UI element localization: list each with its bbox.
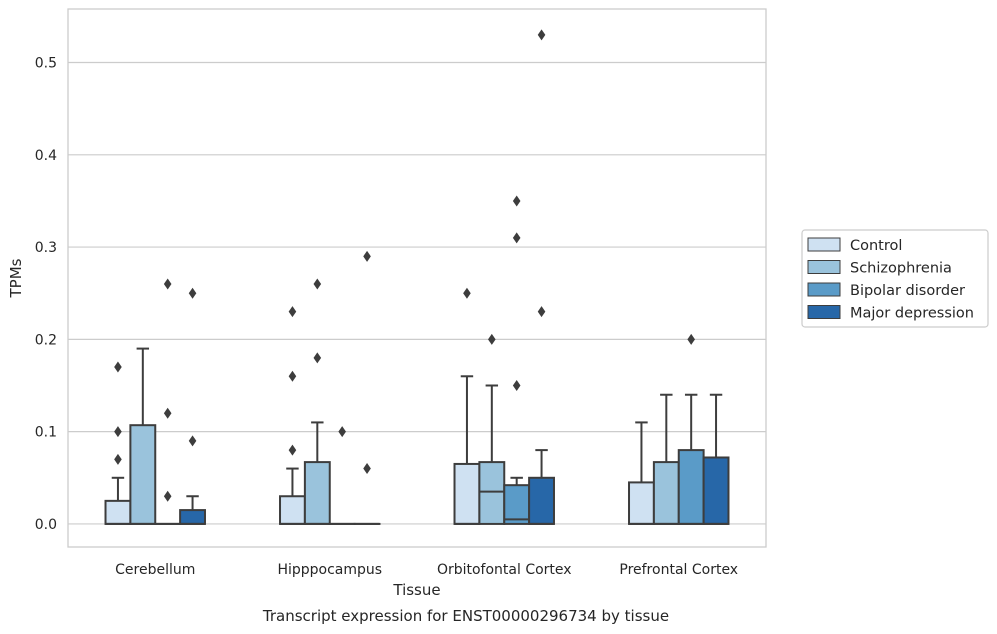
outlier-point — [512, 232, 521, 244]
box — [303, 461, 331, 525]
box — [677, 449, 705, 525]
outlier-point — [687, 333, 695, 345]
x-tick-label: Cerebellum — [115, 562, 195, 578]
y-tick-label: 0.1 — [35, 425, 57, 441]
y-axis-ticks: 0.0 0.1 0.2 0.3 0.4 0.5 — [35, 56, 57, 533]
plot-area-frame — [67, 8, 767, 548]
outlier-point — [363, 250, 371, 262]
y-tick-label: 0.4 — [35, 148, 57, 164]
outlier-point — [163, 278, 172, 290]
x-tick-label: Prefrontal Cortex — [619, 562, 738, 578]
box — [478, 461, 506, 525]
legend-swatch — [807, 305, 841, 319]
outlier-point — [288, 444, 297, 456]
y-gridlines — [68, 61, 766, 525]
outlier-point — [537, 29, 546, 41]
legend-swatch — [807, 282, 841, 297]
outlier-point — [338, 426, 346, 438]
outlier-point — [363, 463, 371, 475]
outlier-point — [114, 453, 122, 465]
box — [652, 461, 680, 525]
category-group — [628, 333, 730, 525]
outlier-point — [313, 278, 322, 290]
x-tick-label: Orbitofontal Cortex — [437, 562, 572, 578]
outlier-point — [512, 195, 521, 207]
chart-caption: Transcript expression for ENST0000029673… — [262, 607, 669, 625]
outlier-point — [288, 306, 297, 318]
x-axis-ticks: Cerebellum Hipppocampus Orbitofontal Corte… — [115, 562, 738, 578]
legend-label: Control — [850, 238, 902, 254]
outlier-point — [163, 490, 172, 502]
box — [503, 484, 531, 525]
box — [453, 462, 481, 525]
outlier-point — [463, 287, 471, 299]
y-tick-label: 0.5 — [35, 56, 57, 72]
outlier-point — [163, 407, 172, 419]
y-tick-label: 0.0 — [35, 517, 57, 533]
outlier-point — [537, 306, 546, 318]
box — [702, 456, 730, 525]
outlier-point — [188, 287, 197, 299]
outlier-point — [313, 352, 322, 364]
legend-frame — [801, 229, 989, 328]
category-group — [279, 250, 381, 525]
box — [129, 424, 157, 525]
box — [528, 476, 555, 525]
outlier-point — [114, 361, 122, 373]
box — [179, 509, 206, 525]
outlier-point — [188, 435, 197, 447]
outlier-point — [512, 380, 521, 392]
y-tick-label: 0.3 — [35, 240, 57, 256]
y-axis-title: TPMs — [7, 258, 25, 298]
legend-label: Bipolar disorder — [850, 283, 965, 299]
legend-swatch — [807, 260, 841, 274]
box — [279, 495, 306, 525]
legend-swatch — [807, 237, 841, 252]
outlier-point — [288, 370, 297, 382]
category-group — [104, 278, 206, 525]
x-axis-title: Tissue — [392, 581, 440, 599]
box — [628, 481, 655, 525]
outlier-point — [488, 333, 496, 345]
legend: Control Schizophrenia Bipolar disorder Majo… — [801, 229, 989, 328]
legend-label: Major depression — [850, 306, 974, 322]
legend-label: Schizophrenia — [850, 261, 952, 277]
x-tick-label: Hipppocampus — [277, 562, 382, 578]
box-plot-series — [104, 29, 730, 525]
category-group — [453, 29, 555, 525]
outlier-point — [114, 426, 122, 438]
y-tick-label: 0.2 — [35, 332, 57, 348]
box — [104, 499, 132, 525]
